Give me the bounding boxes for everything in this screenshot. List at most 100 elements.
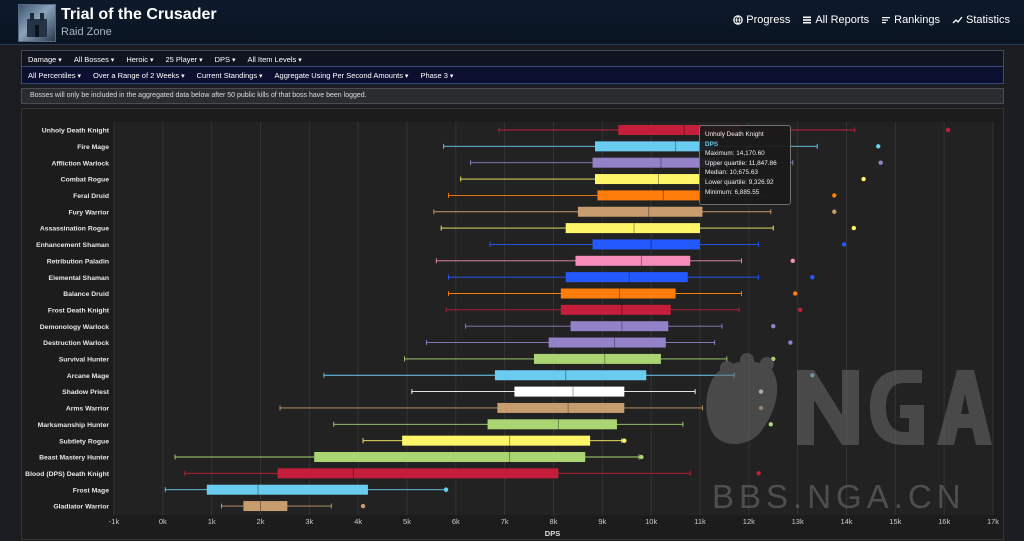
- box-iqr: [592, 239, 700, 250]
- box-iqr: [206, 484, 368, 495]
- outlier-point: [622, 438, 627, 443]
- filter-aggregate-dropdown[interactable]: Aggregate Using Per Second Amounts: [269, 71, 415, 80]
- outlier-point: [768, 422, 774, 427]
- tooltip-upper-quartile: Upper quartile: 11,847.86: [705, 159, 777, 167]
- page-title: Trial of the Crusader: [61, 6, 217, 23]
- box-iqr: [570, 321, 669, 332]
- category-label: Fire Mage: [77, 144, 109, 151]
- category-label: Arms Warrior: [66, 406, 110, 413]
- bars-icon: [882, 17, 891, 24]
- outlier-point: [790, 258, 795, 263]
- box-iqr: [597, 190, 703, 201]
- list-icon: [803, 16, 812, 24]
- box-iqr: [277, 468, 559, 479]
- tooltip-min: Minimum: 6,885.55: [705, 188, 760, 196]
- x-tick-label: 1k: [208, 517, 216, 526]
- box-iqr: [592, 157, 720, 168]
- category-label: Frost Mage: [73, 487, 109, 494]
- category-label: Unholy Death Knight: [42, 128, 110, 135]
- box-iqr: [533, 353, 661, 364]
- x-tick-label: 14k: [840, 517, 852, 526]
- category-label: Enhancement Shaman: [36, 242, 109, 249]
- nav-statistics[interactable]: Statistics: [952, 14, 1010, 26]
- nav-all-reports[interactable]: All Reports: [802, 14, 869, 26]
- x-tick-label: 8k: [550, 517, 558, 526]
- trend-icon: [952, 16, 963, 24]
- outlier-point: [876, 144, 881, 149]
- x-tick-label: 4k: [354, 517, 362, 526]
- filter-itemlevel-dropdown[interactable]: All Item Levels: [242, 55, 308, 64]
- x-tick-label: 16k: [938, 517, 950, 526]
- x-tick-label: -1k: [109, 517, 120, 526]
- outlier-point: [797, 307, 803, 313]
- category-label: Beast Mastery Hunter: [39, 455, 109, 462]
- nav-rankings[interactable]: Rankings: [881, 14, 940, 26]
- box-iqr: [514, 386, 625, 397]
- category-label: Blood (DPS) Death Knight: [25, 471, 110, 478]
- category-label: Shadow Priest: [62, 389, 110, 396]
- zone-icon: [18, 4, 56, 42]
- outlier-point: [639, 454, 644, 460]
- box-iqr: [494, 370, 647, 381]
- category-label: Assassination Rogue: [40, 226, 109, 233]
- category-label: Survival Hunter: [59, 357, 110, 364]
- outlier-point: [945, 127, 951, 133]
- filter-percentile-dropdown[interactable]: All Percentiles: [22, 71, 87, 80]
- box-iqr: [577, 206, 703, 217]
- box-iqr: [548, 337, 666, 348]
- box-iqr: [314, 452, 586, 462]
- x-tick-label: 7k: [501, 517, 509, 526]
- header: Trial of the Crusader Raid Zone Progress…: [0, 0, 1024, 45]
- outlier-point: [832, 193, 837, 198]
- tooltip-median: Median: 10,675.63: [705, 169, 758, 177]
- box-iqr: [560, 288, 676, 299]
- filter-timerange-dropdown[interactable]: Over a Range of 2 Weeks: [87, 71, 191, 80]
- box-iqr: [565, 223, 700, 234]
- filter-boss-dropdown[interactable]: All Bosses: [68, 55, 120, 64]
- x-tick-label: 11k: [694, 517, 706, 526]
- box-iqr: [565, 272, 688, 283]
- category-label: Arcane Mage: [67, 373, 110, 380]
- outlier-point: [810, 274, 815, 280]
- x-tick-label: 12k: [743, 517, 755, 526]
- outlier-point: [756, 471, 761, 476]
- x-tick-label: 0k: [159, 517, 167, 526]
- category-label: Frost Death Knight: [48, 307, 110, 314]
- tooltip-series: DPS: [705, 140, 719, 148]
- x-tick-label: 13k: [792, 517, 804, 526]
- x-tick-label: 9k: [598, 517, 606, 526]
- filter-difficulty-dropdown[interactable]: Heroic: [120, 55, 159, 64]
- box-iqr: [402, 435, 591, 446]
- x-tick-label: 17k: [987, 517, 999, 526]
- chart-tooltip: Unholy Death Knight DPS Maximum: 14,170.…: [699, 125, 791, 205]
- outlier-point: [788, 340, 793, 345]
- nav-label: Rankings: [894, 14, 940, 26]
- top-nav: Progress All Reports Rankings Statistics: [733, 14, 1010, 26]
- nav-label: Statistics: [965, 14, 1010, 26]
- outlier-point: [861, 176, 866, 182]
- box-iqr: [560, 304, 671, 315]
- outlier-point: [360, 503, 366, 509]
- category-label: Affliction Warlock: [51, 160, 109, 167]
- outlier-point: [771, 324, 776, 329]
- castle-icon: [27, 13, 47, 37]
- filter-size-dropdown[interactable]: 25 Player: [159, 55, 208, 64]
- category-label: Feral Druid: [73, 193, 109, 200]
- category-label: Fury Warrior: [68, 209, 109, 216]
- filter-standings-dropdown[interactable]: Current Standings: [191, 71, 269, 80]
- x-tick-label: 10k: [645, 517, 657, 526]
- filter-phase-dropdown[interactable]: Phase 3: [414, 71, 459, 80]
- nav-progress[interactable]: Progress: [733, 14, 790, 26]
- filter-metric-dropdown[interactable]: Damage: [22, 55, 68, 64]
- page-subtitle: Raid Zone: [61, 26, 112, 38]
- nav-label: Progress: [746, 14, 791, 26]
- outlier-point: [832, 209, 837, 214]
- notice-banner: Bosses will only be included in the aggr…: [21, 88, 1004, 104]
- category-label: Elemental Shaman: [49, 275, 109, 282]
- x-tick-label: 5k: [403, 517, 411, 526]
- box-iqr: [487, 419, 617, 430]
- tooltip-title: Unholy Death Knight: [705, 131, 764, 138]
- filter-role-dropdown[interactable]: DPS: [209, 55, 242, 64]
- category-label: Gladiator Warrior: [53, 504, 109, 511]
